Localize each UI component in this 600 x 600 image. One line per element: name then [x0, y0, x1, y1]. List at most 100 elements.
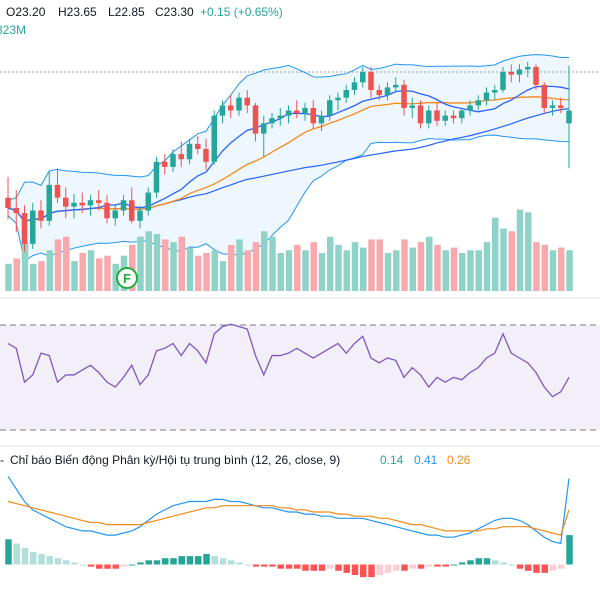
candle — [203, 138, 209, 170]
macd-histogram-bar — [236, 562, 243, 565]
candle — [104, 195, 110, 224]
macd-histogram-bar — [186, 556, 194, 565]
candle-body — [459, 110, 465, 119]
candle — [137, 205, 143, 229]
volume-bar — [541, 244, 548, 291]
volume-bar — [318, 253, 326, 291]
bollinger-bands — [7, 54, 570, 262]
rsi-line — [7, 323, 570, 398]
macd-histogram-bar — [30, 551, 37, 565]
macd-histogram-bar — [558, 564, 565, 569]
volume-bar — [277, 253, 284, 291]
macd-histogram-bar — [327, 564, 334, 569]
candle-body — [145, 192, 151, 211]
macd-histogram-bar — [21, 547, 29, 565]
volume-bar — [376, 239, 383, 291]
macd-histogram-bar — [549, 564, 557, 571]
rsi-band — [0, 325, 600, 430]
candle-body — [219, 105, 226, 116]
macd-histogram-bar — [302, 564, 309, 571]
volume-bar — [302, 250, 309, 291]
macd-histogram-bar — [401, 564, 408, 571]
volume-bar — [459, 253, 466, 291]
candlesticks — [5, 61, 572, 252]
volume-bar — [145, 231, 152, 291]
candle — [277, 107, 283, 126]
macd-histogram-bar — [566, 535, 573, 565]
candle — [30, 202, 36, 249]
macd-histogram-bar — [393, 564, 400, 571]
volume-bar — [368, 239, 375, 291]
volume-bar — [516, 209, 524, 291]
candle-body — [244, 97, 250, 106]
candle — [409, 97, 415, 119]
candle-body — [533, 66, 539, 85]
macd-histogram-bar — [46, 556, 53, 565]
macd-histogram-bar — [96, 564, 103, 569]
macd-line — [7, 475, 570, 545]
candle — [219, 100, 226, 124]
candle — [285, 105, 292, 124]
volume-bar — [467, 250, 474, 291]
candle-body — [228, 105, 234, 111]
volume-bars — [5, 209, 573, 291]
candle-body — [492, 90, 498, 93]
candle-body — [508, 72, 514, 75]
candle — [376, 84, 382, 101]
volume-bar — [261, 231, 268, 291]
candle — [21, 205, 28, 252]
macd-histogram-bar — [434, 564, 441, 567]
volume-bar — [533, 242, 540, 291]
macd-pane[interactable] — [5, 475, 573, 578]
price-pane[interactable]: F — [0, 54, 600, 291]
candle — [54, 168, 61, 203]
volume-bar — [508, 231, 515, 291]
macd-histogram-bar — [508, 564, 515, 566]
macd-histogram-bar — [13, 543, 20, 565]
volume-bar — [178, 236, 185, 291]
volume-bar — [13, 258, 20, 291]
candle — [401, 79, 407, 116]
candle — [417, 100, 424, 129]
candle-body — [252, 105, 259, 134]
candle — [38, 200, 44, 229]
macd-histogram-bar — [376, 564, 383, 575]
candle-body — [203, 148, 209, 162]
macd-legend-hist: 0.14 — [380, 453, 404, 467]
candle — [252, 102, 259, 142]
macd-histogram-bar — [467, 560, 474, 565]
volume-bar — [104, 255, 111, 291]
macd-histogram-bar — [360, 564, 367, 578]
earnings-marker-label: F — [123, 271, 131, 286]
macd-histogram-bar — [500, 562, 507, 565]
volume-bar — [310, 242, 317, 291]
candle — [343, 84, 349, 103]
macd-histogram-bar — [368, 564, 375, 578]
volume-bar — [236, 239, 243, 291]
legend-low: L22.85 — [108, 5, 145, 19]
candle — [5, 177, 11, 220]
macd-histogram-bar — [426, 564, 433, 567]
volume-bar — [79, 253, 86, 291]
candle — [459, 107, 465, 124]
candle — [129, 187, 135, 224]
candle-body — [294, 110, 300, 114]
volume-bar — [96, 258, 103, 291]
rsi-pane[interactable] — [0, 323, 600, 431]
candle-body — [393, 84, 399, 88]
macd-histogram-bar — [79, 564, 86, 566]
candle-body — [525, 66, 531, 70]
earnings-marker[interactable]: F — [116, 267, 138, 289]
candle — [46, 172, 52, 226]
volume-bar — [46, 250, 53, 291]
volume-bar — [409, 247, 416, 291]
volume-bar — [30, 263, 37, 291]
macd-histogram-bar — [516, 564, 524, 569]
volume-bar — [351, 242, 359, 291]
volume-bar — [426, 236, 433, 291]
candle — [360, 66, 366, 88]
macd-histogram-bar — [228, 560, 235, 565]
candle-body — [442, 115, 448, 121]
macd-histogram-bar — [162, 558, 169, 565]
